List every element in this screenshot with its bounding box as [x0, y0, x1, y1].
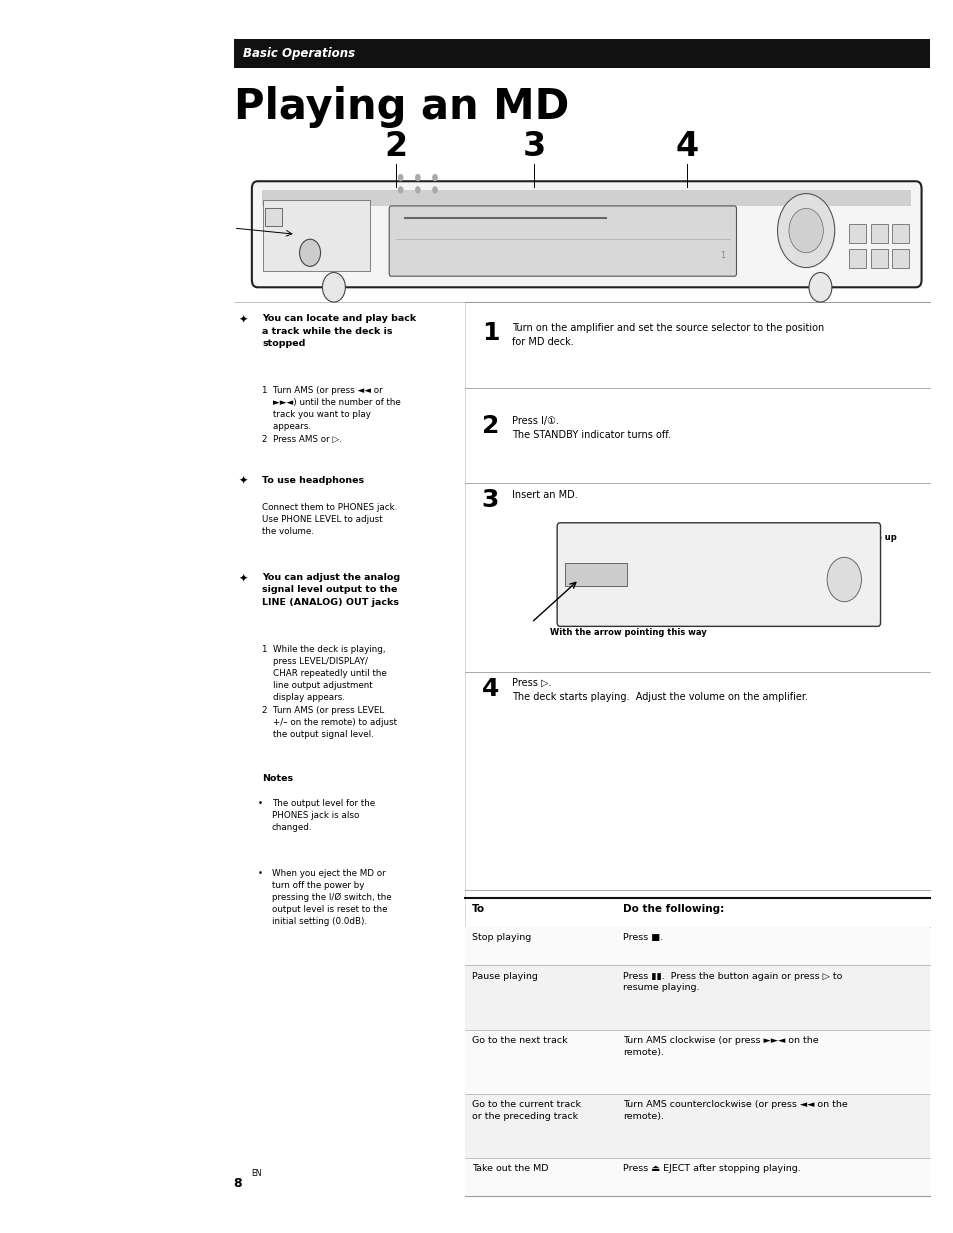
- Text: The output level for the
PHONES jack is also
changed.: The output level for the PHONES jack is …: [272, 799, 375, 831]
- Text: Turn AMS counterclockwise (or press ◄◄ on the
remote).: Turn AMS counterclockwise (or press ◄◄ o…: [622, 1100, 847, 1121]
- Text: Turn on the amplifier and set the source selector to the position
for MD deck.: Turn on the amplifier and set the source…: [512, 323, 823, 346]
- Bar: [464, 1030, 929, 1094]
- FancyBboxPatch shape: [557, 523, 880, 626]
- Text: You can adjust the analog
signal level output to the
LINE (ANALOG) OUT jacks: You can adjust the analog signal level o…: [262, 573, 400, 607]
- FancyBboxPatch shape: [389, 206, 736, 276]
- Circle shape: [322, 272, 345, 302]
- Text: ✦: ✦: [238, 573, 248, 583]
- FancyBboxPatch shape: [252, 181, 921, 287]
- Text: 2: 2: [384, 129, 407, 163]
- Text: To: To: [472, 904, 485, 914]
- Text: Notes: Notes: [262, 774, 294, 783]
- Text: •: •: [257, 869, 262, 878]
- Text: Connect them to PHONES jack.
Use PHONE LEVEL to adjust
the volume.: Connect them to PHONES jack. Use PHONE L…: [262, 503, 397, 536]
- Bar: [464, 965, 929, 1030]
- FancyBboxPatch shape: [400, 208, 629, 238]
- Circle shape: [432, 174, 437, 181]
- Circle shape: [415, 174, 420, 181]
- Text: 1: 1: [481, 321, 498, 344]
- Circle shape: [415, 186, 420, 194]
- Text: ✦: ✦: [238, 476, 248, 486]
- Text: Press ■.: Press ■.: [622, 933, 662, 942]
- Text: Press ▷.
The deck starts playing.  Adjust the volume on the amplifier.: Press ▷. The deck starts playing. Adjust…: [512, 678, 807, 702]
- Bar: [464, 927, 929, 965]
- Text: Press ⏏ EJECT after stopping playing.: Press ⏏ EJECT after stopping playing.: [622, 1164, 800, 1173]
- FancyBboxPatch shape: [870, 224, 887, 243]
- Circle shape: [397, 186, 403, 194]
- Text: You can locate and play back
a track while the deck is
stopped: You can locate and play back a track whi…: [262, 314, 416, 348]
- Text: 3: 3: [481, 488, 498, 512]
- FancyBboxPatch shape: [848, 224, 865, 243]
- Bar: [233, 39, 929, 68]
- Text: Do the following:: Do the following:: [622, 904, 723, 914]
- Circle shape: [777, 194, 834, 268]
- Bar: [464, 1094, 929, 1158]
- Circle shape: [432, 186, 437, 194]
- Text: ✦: ✦: [238, 314, 248, 324]
- Text: 1  While the deck is playing,
    press LEVEL/DISPLAY/
    CHAR repeatedly until: 1 While the deck is playing, press LEVEL…: [262, 645, 397, 739]
- FancyBboxPatch shape: [263, 200, 370, 271]
- Text: 1  Turn AMS (or press ◄◄ or
    ►►◄) until the number of the
    track you want : 1 Turn AMS (or press ◄◄ or ►►◄) until th…: [262, 386, 400, 444]
- Text: Stop playing: Stop playing: [472, 933, 531, 942]
- Text: To use headphones: To use headphones: [262, 476, 364, 485]
- Bar: [564, 563, 626, 586]
- Bar: [262, 190, 910, 206]
- FancyBboxPatch shape: [870, 249, 887, 268]
- Text: Turn AMS clockwise (or press ►►◄ on the
remote).: Turn AMS clockwise (or press ►►◄ on the …: [622, 1036, 818, 1057]
- Text: With the arrow pointing this way: With the arrow pointing this way: [550, 629, 706, 637]
- Bar: [265, 208, 282, 226]
- Text: With the label side up: With the label side up: [791, 533, 896, 541]
- Text: Basic Operations: Basic Operations: [243, 47, 355, 60]
- FancyBboxPatch shape: [891, 224, 908, 243]
- FancyBboxPatch shape: [891, 249, 908, 268]
- Circle shape: [808, 272, 831, 302]
- Text: When you eject the MD or
turn off the power by
pressing the I/Ø switch, the
outp: When you eject the MD or turn off the po…: [272, 869, 391, 926]
- Circle shape: [826, 557, 861, 602]
- Text: Insert an MD.: Insert an MD.: [512, 490, 578, 499]
- Text: Pause playing: Pause playing: [472, 972, 537, 980]
- Text: 4: 4: [481, 677, 498, 700]
- Text: 2: 2: [481, 413, 498, 438]
- Text: Go to the next track: Go to the next track: [472, 1036, 567, 1044]
- Text: Take out the MD: Take out the MD: [472, 1164, 548, 1173]
- Bar: [464, 1158, 929, 1196]
- Circle shape: [788, 208, 822, 253]
- FancyBboxPatch shape: [848, 249, 865, 268]
- Text: 4: 4: [675, 129, 698, 163]
- Text: Playing an MD: Playing an MD: [233, 86, 568, 128]
- Text: 3: 3: [522, 129, 545, 163]
- Circle shape: [299, 239, 320, 266]
- Text: 1: 1: [719, 250, 724, 260]
- Text: 8: 8: [233, 1178, 242, 1190]
- Text: Press I/①.
The STANDBY indicator turns off.: Press I/①. The STANDBY indicator turns o…: [512, 416, 671, 440]
- Circle shape: [397, 174, 403, 181]
- Text: Go to the current track
or the preceding track: Go to the current track or the preceding…: [472, 1100, 580, 1121]
- Text: EN: EN: [251, 1169, 261, 1178]
- Text: Press ▮▮.  Press the button again or press ▷ to
resume playing.: Press ▮▮. Press the button again or pres…: [622, 972, 841, 993]
- Text: •: •: [257, 799, 262, 808]
